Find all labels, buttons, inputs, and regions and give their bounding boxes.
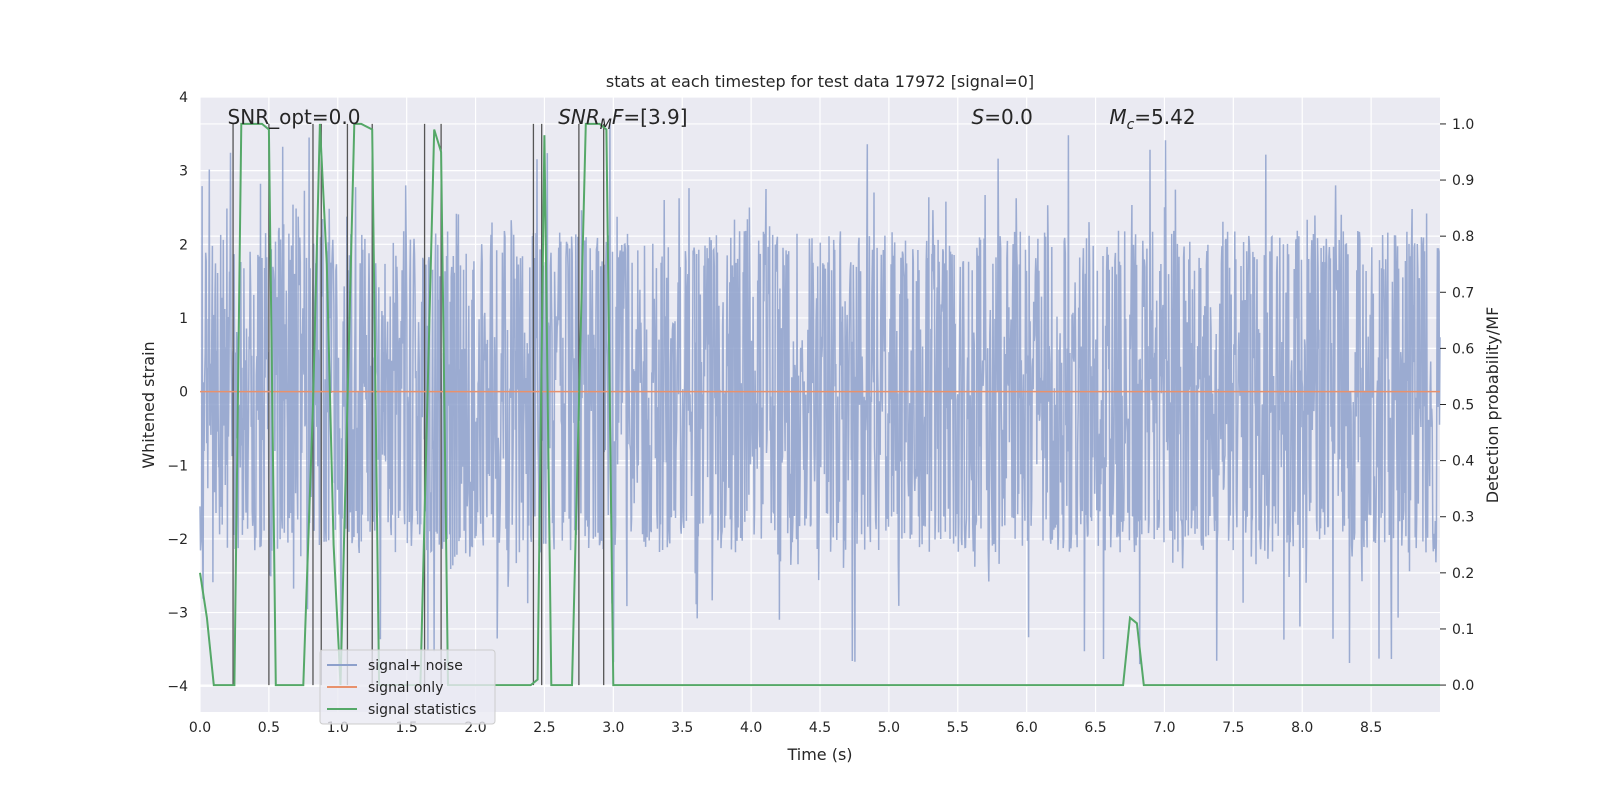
x-tick-label: 4.5 <box>809 720 831 736</box>
y2-tick-label: 0.2 <box>1452 566 1474 582</box>
x-tick-label: 6.0 <box>1016 720 1038 736</box>
y-tick-label: 3 <box>179 164 188 180</box>
annotation: Mc=5.42 <box>1109 105 1195 133</box>
x-tick-label: 0.5 <box>258 720 280 736</box>
y-axis-ticks: −4 −3 −2 −1 0 1 2 3 4 <box>167 90 188 695</box>
x-tick-label: 5.5 <box>947 720 969 736</box>
y2-tick-label: 0.0 <box>1452 678 1474 694</box>
x-tick-label: 6.5 <box>1084 720 1106 736</box>
annotation: SNRMF=[3.9] <box>558 105 687 133</box>
annotation: SNR_opt=0.0 <box>228 105 361 129</box>
y-tick-label: 2 <box>179 237 188 253</box>
legend-box <box>319 649 496 725</box>
vertical-markers <box>232 123 605 686</box>
y-tick-label: −4 <box>167 679 188 695</box>
x-axis-label: Time (s) <box>786 745 852 764</box>
legend-label: signal statistics <box>368 702 476 718</box>
y-tick-label: −1 <box>167 458 188 474</box>
signal-plus-noise-line <box>199 121 1441 665</box>
y-axis-label: Whitened strain <box>139 341 158 468</box>
annotations: SNR_opt=0.0 SNRMF=[3.9] S=0.0 Mc=5.42 <box>228 105 1196 133</box>
y-tick-label: −3 <box>167 606 188 622</box>
y2-axis-label: Detection probability/MF <box>1483 307 1502 504</box>
y2-tick-label: 0.3 <box>1452 510 1474 526</box>
x-tick-label: 8.0 <box>1291 720 1313 736</box>
x-tick-label: 8.5 <box>1360 720 1382 736</box>
y-tick-label: 4 <box>179 90 188 106</box>
y2-tick-label: 0.8 <box>1452 229 1474 245</box>
y2-axis-ticks: 0.0 0.1 0.2 0.3 0.4 0.5 0.6 0.7 0.8 0.9 1.0 <box>1440 117 1474 694</box>
annotation: S=0.0 <box>972 105 1033 129</box>
x-tick-label: 3.5 <box>671 720 693 736</box>
y2-tick-label: 0.4 <box>1452 454 1474 470</box>
legend-label: signal+ noise <box>368 658 463 674</box>
y2-tick-label: 1.0 <box>1452 117 1474 133</box>
y-tick-label: −2 <box>167 532 188 548</box>
y2-tick-label: 0.1 <box>1452 622 1474 638</box>
x-tick-label: 7.5 <box>1222 720 1244 736</box>
x-tick-label: 3.0 <box>602 720 624 736</box>
legend-label: signal only <box>368 680 443 696</box>
x-tick-label: 0.0 <box>189 720 211 736</box>
y-tick-label: 1 <box>179 311 188 327</box>
x-tick-label: 4.0 <box>740 720 762 736</box>
x-tick-label: 2.5 <box>533 720 555 736</box>
noise-series <box>199 121 1441 665</box>
y-tick-label: 0 <box>179 385 188 401</box>
x-tick-label: 5.0 <box>878 720 900 736</box>
x-tick-label: 7.0 <box>1153 720 1175 736</box>
legend: signal+ noise signal only signal statistic… <box>319 649 496 725</box>
y2-tick-label: 0.5 <box>1452 398 1474 414</box>
y2-tick-label: 0.9 <box>1452 173 1474 189</box>
y2-tick-label: 0.7 <box>1452 285 1474 301</box>
chart-title: stats at each timestep for test data 179… <box>606 72 1034 91</box>
y2-tick-label: 0.6 <box>1452 341 1474 357</box>
